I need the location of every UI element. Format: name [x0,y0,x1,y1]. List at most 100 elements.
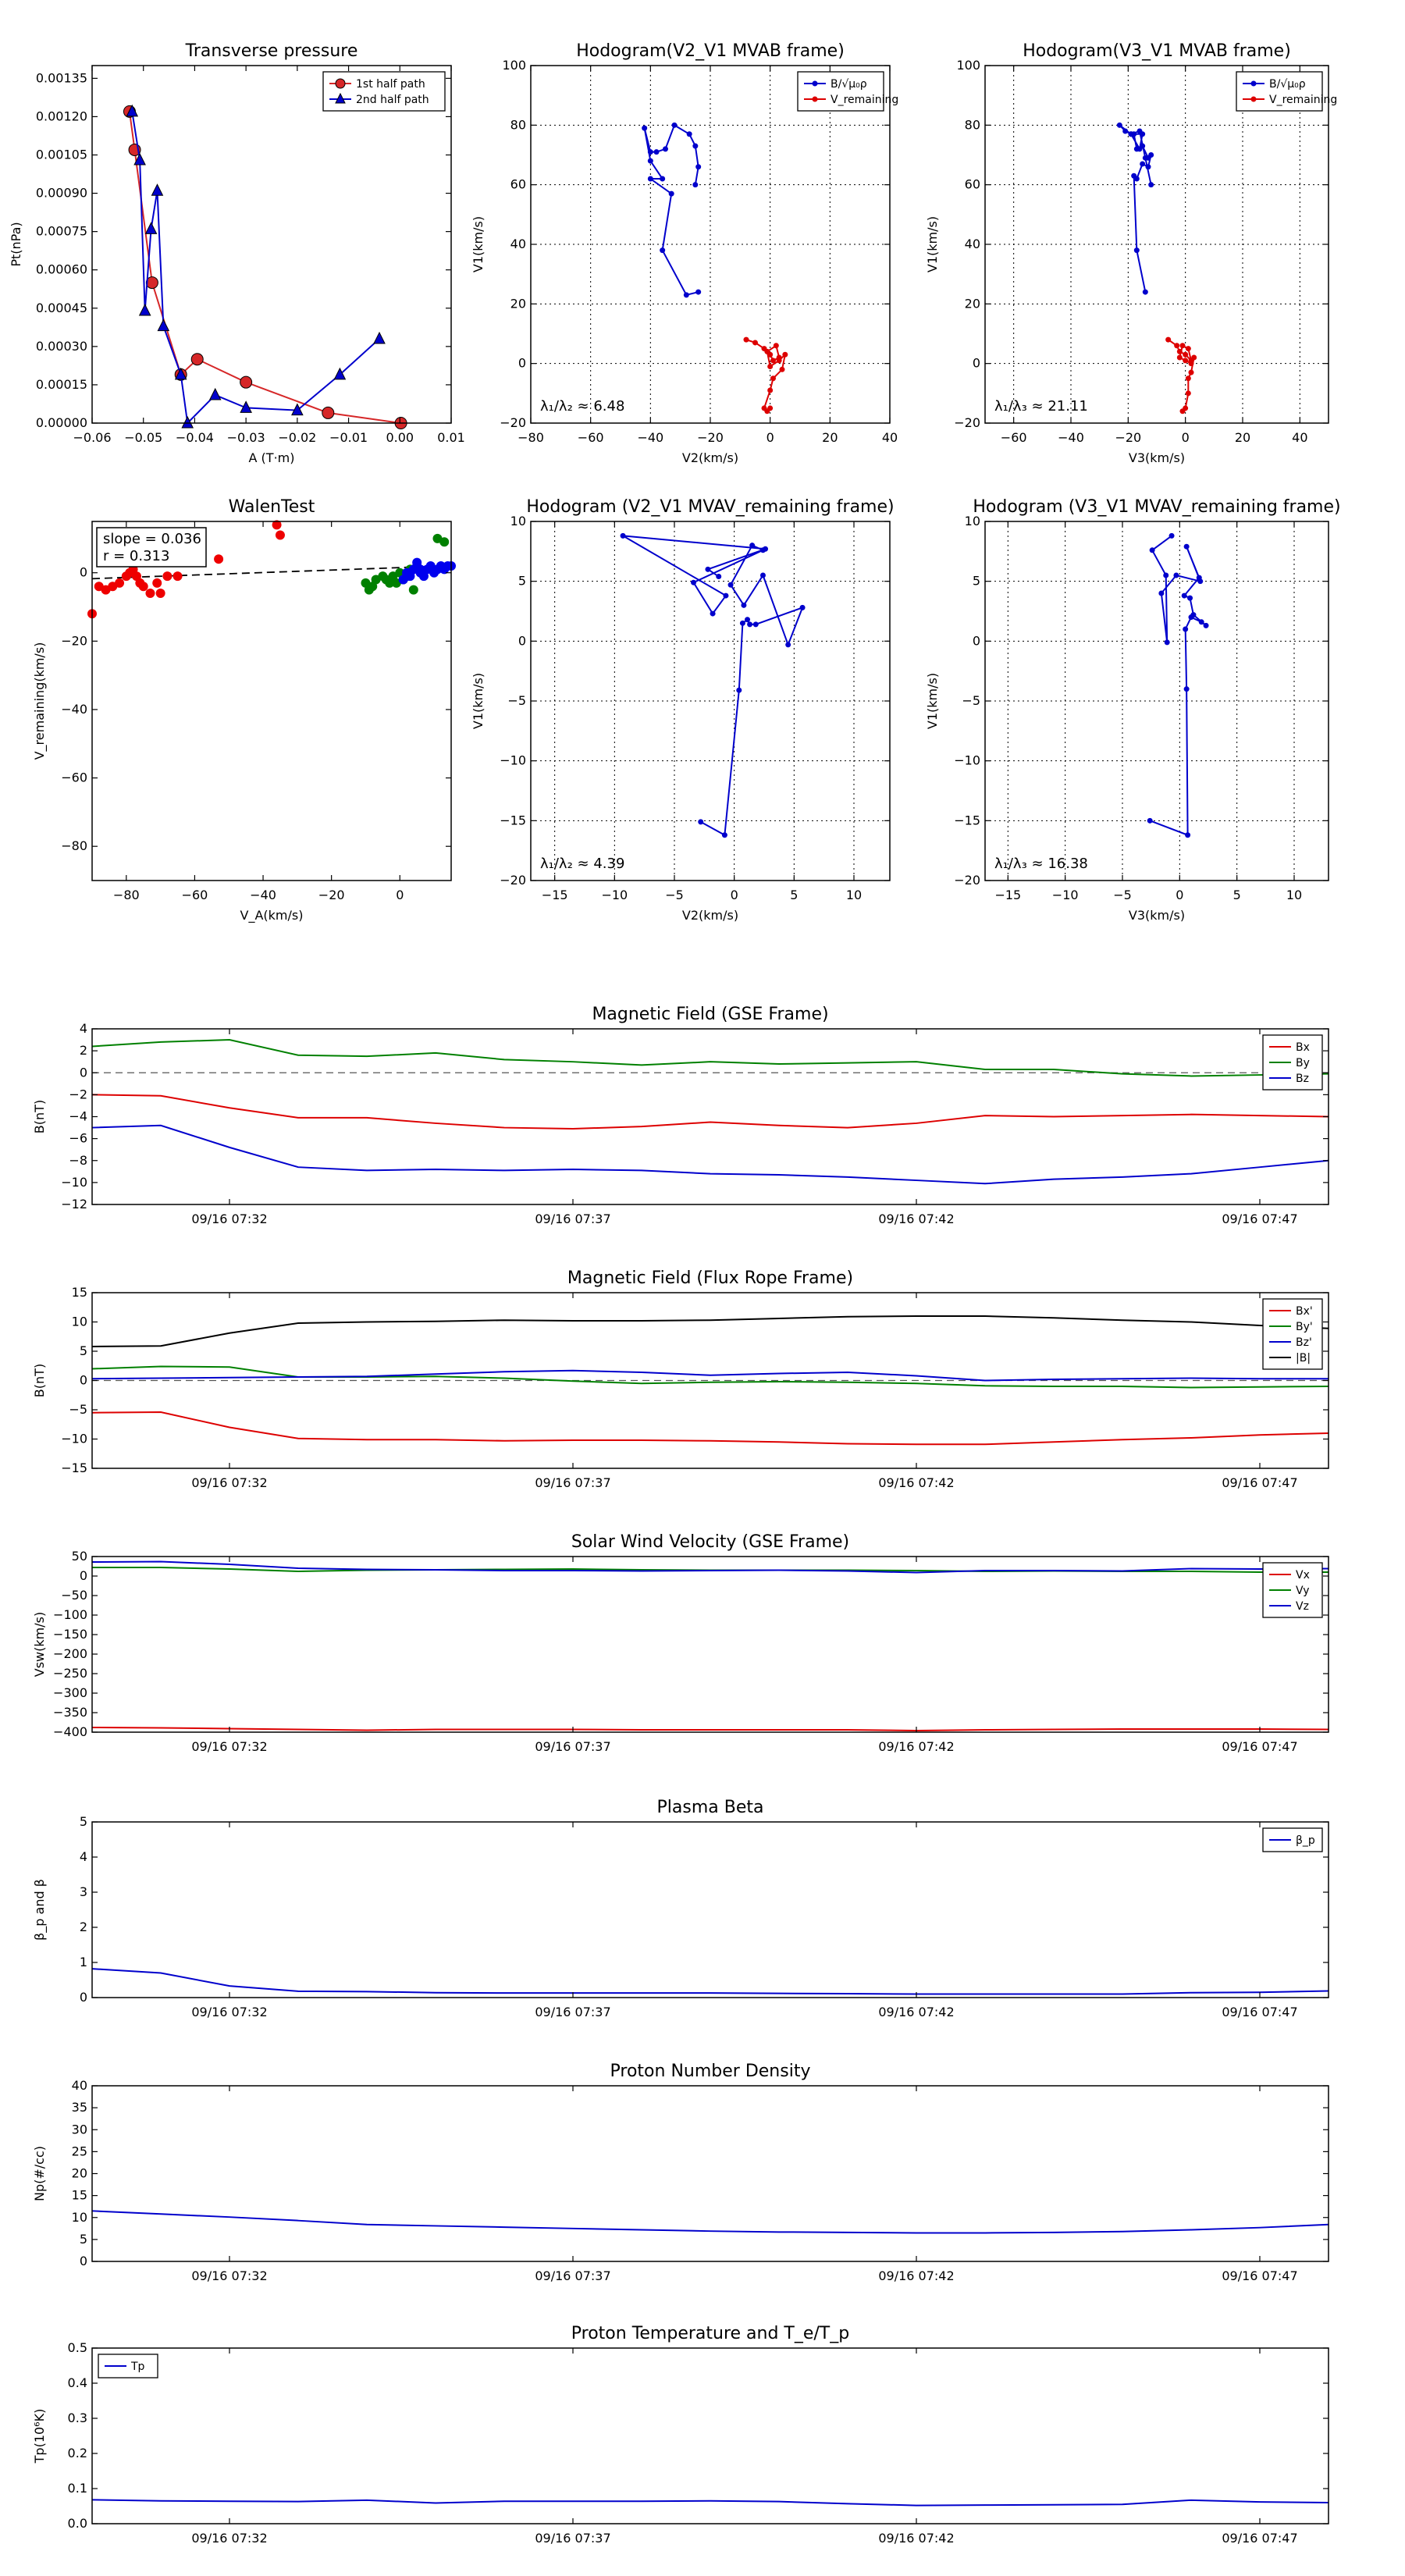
series-line [91,1094,1329,1130]
data-point [736,687,742,693]
legend: 1st half path 2nd half path [322,71,446,112]
y-tick-label: 0 [973,633,980,648]
y-tick-label: 0 [518,356,526,371]
x-tick-label: −60 [578,430,604,445]
x-tick-label: −15 [542,888,568,902]
legend-marker [335,78,346,89]
series-line [643,123,699,297]
series-0 [1147,532,1209,838]
y-tick-label: −20 [954,415,980,430]
x-tick-label: 0.01 [437,430,465,445]
legend-label: B/√μ₀ρ [1269,78,1306,91]
data-point [1142,155,1148,161]
data-point [1148,182,1154,188]
x-tick-label: 10 [1286,888,1302,902]
chart-tp: −0.06 −0.05 −0.04 −0.03 −0.02 −0.01 0.00 0.01 0.… [9,41,465,465]
data-point [1188,361,1194,367]
x-tick-label: −40 [1058,430,1084,445]
legend: B/√μ₀ρ V_remaining [797,71,898,112]
data-point [1136,128,1143,134]
x-axis-label: V3(km/s) [1129,450,1185,465]
x-tick-label: 09/16 07:47 [1222,2005,1297,2019]
y-tick-label: 30 [72,2122,87,2137]
data-point [145,276,158,290]
x-tick-label: 09/16 07:42 [878,1475,954,1490]
x-tick-label: −40 [637,430,663,445]
y-tick-label: 0.4 [68,2375,87,2390]
x-tick-label: 40 [882,430,898,445]
y-tick-label: 0 [80,565,87,580]
y-axis-label: β_p and β [32,1879,48,1941]
legend: Bx By Bz [1262,1034,1323,1091]
data-point [157,318,170,332]
data-point [647,158,653,164]
y-tick-label: 0.2 [68,2446,87,2460]
y-tick-label: −12 [61,1197,87,1212]
series-line [1168,339,1195,412]
y-tick-label: 40 [72,2078,87,2093]
data-point [743,336,749,343]
data-point [214,554,224,564]
data-point [698,819,704,825]
series-0 [87,520,285,619]
y-tick-label: 0.00120 [36,109,87,123]
data-point [723,592,729,599]
data-point [291,403,304,416]
legend-marker [1250,96,1257,102]
data-point [1191,354,1197,361]
data-point [208,387,222,400]
series-b- [1116,122,1154,295]
x-tick-label: −40 [250,888,276,902]
x-tick-label: 0 [767,430,774,445]
x-tick-label: 0.00 [386,430,414,445]
data-point [752,340,758,346]
data-point [1185,390,1191,397]
x-tick-label: 09/16 07:42 [878,2005,954,2019]
x-tick-label: −0.06 [73,430,111,445]
series-line [91,1369,1329,1382]
data-point [1163,572,1169,578]
x-tick-label: −0.05 [124,430,162,445]
legend-box [322,71,446,112]
fit-line [91,564,452,580]
series-1st-half-path [123,105,407,429]
data-point [642,125,648,131]
y-tick-label: 0 [80,1568,87,1583]
series-b- [642,122,702,298]
y-tick-label: 0.00090 [36,186,87,201]
x-tick-label: 09/16 07:37 [535,2531,610,2546]
data-point [671,122,678,128]
y-tick-label: 50 [72,1549,87,1564]
series-line [128,111,401,424]
axes-frame [91,1292,1329,1469]
data-point [710,610,716,617]
chart-title: Proton Number Density [610,2062,811,2081]
data-point [1173,572,1179,578]
data-point [373,331,386,344]
fit-annotation-box [96,527,207,568]
legend-marker [812,96,818,102]
legend-marker [335,92,346,104]
data-point [126,104,139,117]
series-bz- [91,1369,1329,1382]
x-tick-label: 40 [1292,430,1307,445]
y-axis-label: Vsw(km/s) [32,1612,47,1677]
legend-label: 1st half path [356,78,425,91]
data-point [1197,578,1204,585]
annotation-text: λ₁/λ₃ ≈ 16.38 [994,856,1088,872]
x-tick-label: 5 [790,888,798,902]
series-line [91,1560,1329,1574]
y-tick-label: −8 [69,1153,87,1168]
y-axis-label: V1(km/s) [925,673,940,729]
data-point [1190,612,1197,618]
y-tick-label: 0 [518,633,526,648]
y-tick-label: 3 [80,1884,87,1899]
data-point [1140,161,1146,167]
data-point [240,375,253,389]
data-point [764,348,770,354]
data-point [785,642,791,648]
series-0 [91,2210,1329,2234]
y-tick-label: −40 [61,702,87,717]
data-point [190,353,204,366]
series-1 [361,533,450,595]
